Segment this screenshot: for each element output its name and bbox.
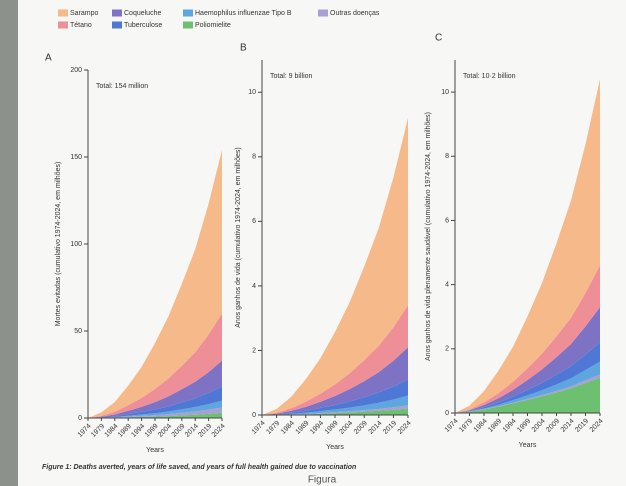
y-tick-label: 50 bbox=[74, 328, 82, 335]
y-tick-label: 150 bbox=[70, 154, 82, 161]
legend-label: Sarampo bbox=[70, 10, 99, 17]
footer: Figura bbox=[308, 475, 337, 486]
legend-swatch bbox=[112, 21, 122, 29]
area bbox=[88, 313, 222, 418]
area bbox=[455, 265, 600, 413]
y-tick-label: 10 bbox=[248, 89, 256, 96]
area bbox=[455, 377, 600, 413]
panel-label: B bbox=[240, 43, 247, 54]
area bbox=[262, 408, 408, 415]
annotation: Total: 9 billion bbox=[270, 73, 313, 80]
x-axis-label: Years bbox=[519, 442, 537, 449]
panel-label: A bbox=[45, 53, 52, 64]
legend-swatch bbox=[58, 9, 68, 17]
y-tick-label: 8 bbox=[445, 153, 449, 160]
legend-label: Tétano bbox=[70, 22, 92, 29]
panel-label: C bbox=[435, 33, 442, 44]
legend-label: Poliomielite bbox=[195, 22, 231, 29]
legend-label: Haemophilus influenzae Tipo B bbox=[195, 10, 292, 17]
y-tick-label: 8 bbox=[252, 154, 256, 161]
area bbox=[262, 405, 408, 415]
y-tick-label: 4 bbox=[252, 283, 256, 290]
y-axis-label: Mortes evitadas (cumulativo 1974-2024, e… bbox=[55, 162, 62, 327]
y-axis-label: Anos ganhos de vida plenamente saudável … bbox=[425, 112, 432, 361]
area bbox=[262, 347, 408, 415]
area bbox=[455, 307, 600, 413]
area bbox=[262, 305, 408, 415]
y-tick-label: 2 bbox=[445, 346, 449, 353]
area bbox=[88, 407, 222, 418]
area bbox=[88, 412, 222, 418]
area bbox=[88, 150, 222, 419]
y-axis-label: Anos ganhos de vida (cumulativo 1974-202… bbox=[235, 147, 242, 328]
legend-label: Tuberculose bbox=[124, 22, 162, 29]
legend-swatch bbox=[58, 21, 68, 29]
area bbox=[455, 79, 600, 413]
legend-swatch bbox=[183, 21, 193, 29]
annotation: Total: 154 million bbox=[96, 83, 148, 90]
legend-swatch bbox=[183, 9, 193, 17]
legend-swatch bbox=[112, 9, 122, 17]
legend-label: Coqueluche bbox=[124, 10, 161, 17]
area bbox=[88, 386, 222, 418]
y-tick-label: 100 bbox=[70, 241, 82, 248]
area bbox=[262, 395, 408, 415]
annotation: Total: 10·2 billion bbox=[463, 73, 516, 80]
y-tick-label: 0 bbox=[445, 410, 449, 417]
caption: Figure 1: Deaths averted, years of life … bbox=[42, 464, 356, 471]
area bbox=[88, 360, 222, 418]
x-axis-label: Years bbox=[326, 444, 344, 451]
x-axis-label: Years bbox=[146, 447, 164, 454]
area bbox=[262, 118, 408, 415]
y-tick-label: 0 bbox=[78, 415, 82, 422]
y-tick-label: 6 bbox=[445, 217, 449, 224]
area bbox=[455, 342, 600, 413]
y-tick-label: 6 bbox=[252, 218, 256, 225]
y-tick-label: 4 bbox=[445, 281, 449, 288]
y-tick-label: 10 bbox=[441, 89, 449, 96]
legend-label: Outras doenças bbox=[330, 10, 380, 17]
y-tick-label: 200 bbox=[70, 67, 82, 74]
y-tick-label: 2 bbox=[252, 347, 256, 354]
legend-swatch bbox=[318, 9, 328, 17]
area bbox=[262, 379, 408, 415]
area bbox=[88, 400, 222, 418]
y-tick-label: 0 bbox=[252, 412, 256, 419]
